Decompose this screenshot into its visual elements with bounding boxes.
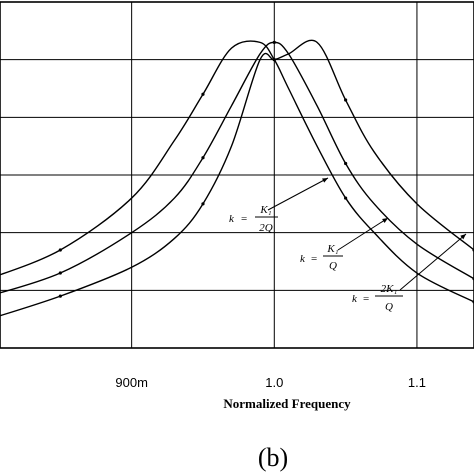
series-marker bbox=[58, 271, 62, 275]
ann2-eq: = bbox=[311, 253, 317, 265]
annotation-arrow-1 bbox=[267, 177, 329, 211]
ann3-num: 2K₁ bbox=[381, 283, 398, 295]
annotation-k-k1-over-2q: k = K₁ 2Q bbox=[229, 204, 278, 234]
annotation-k-k1-over-q: k = K₁ Q bbox=[300, 243, 343, 272]
annotation-arrow-2 bbox=[337, 217, 389, 251]
series-marker bbox=[58, 248, 62, 252]
series-marker bbox=[201, 156, 205, 160]
ann1-den: 2Q bbox=[259, 222, 273, 234]
ann3-eq: = bbox=[363, 293, 369, 305]
series-marker bbox=[58, 294, 62, 298]
annotation-arrows bbox=[267, 177, 467, 291]
ann1-num: K₁ bbox=[259, 204, 271, 216]
series-line-2 bbox=[0, 41, 474, 294]
x-axis-label: Normalized Frequency bbox=[223, 396, 351, 411]
series-marker bbox=[344, 98, 348, 102]
series-marker bbox=[344, 161, 348, 166]
series-marker bbox=[272, 58, 276, 62]
annotation-arrow-3 bbox=[399, 233, 467, 291]
series-line-3 bbox=[0, 39, 474, 317]
ann2-den: Q bbox=[329, 260, 337, 272]
annotation-k-2k1-over-q: k = 2K₁ Q bbox=[352, 283, 403, 313]
ann1-k: k bbox=[229, 213, 235, 225]
x-tick-label: 900m bbox=[115, 375, 148, 390]
ann1-eq: = bbox=[241, 213, 247, 225]
x-tick-label: 1.1 bbox=[408, 375, 426, 390]
plot-frame bbox=[0, 1, 474, 349]
annotation-arrow-3-head bbox=[460, 234, 466, 240]
ann3-den: Q bbox=[385, 301, 393, 313]
ann2-num: K₁ bbox=[326, 243, 338, 255]
panel-label: (b) bbox=[258, 443, 288, 472]
series-marker bbox=[272, 40, 276, 44]
ann2-k: k bbox=[300, 253, 306, 265]
x-tick-label: 1.0 bbox=[265, 375, 283, 390]
curves bbox=[0, 39, 474, 317]
x-tick-labels: 0m900m1.01.1 bbox=[115, 375, 426, 390]
annotation-arrow-2-head bbox=[382, 218, 388, 223]
series-marker bbox=[344, 196, 348, 200]
series-marker bbox=[201, 202, 205, 206]
grid-lines bbox=[0, 2, 474, 348]
ann3-k: k bbox=[352, 293, 358, 305]
annotation-arrow-1-head bbox=[322, 178, 328, 183]
series-marker bbox=[201, 92, 205, 96]
series-line-1 bbox=[0, 40, 474, 303]
